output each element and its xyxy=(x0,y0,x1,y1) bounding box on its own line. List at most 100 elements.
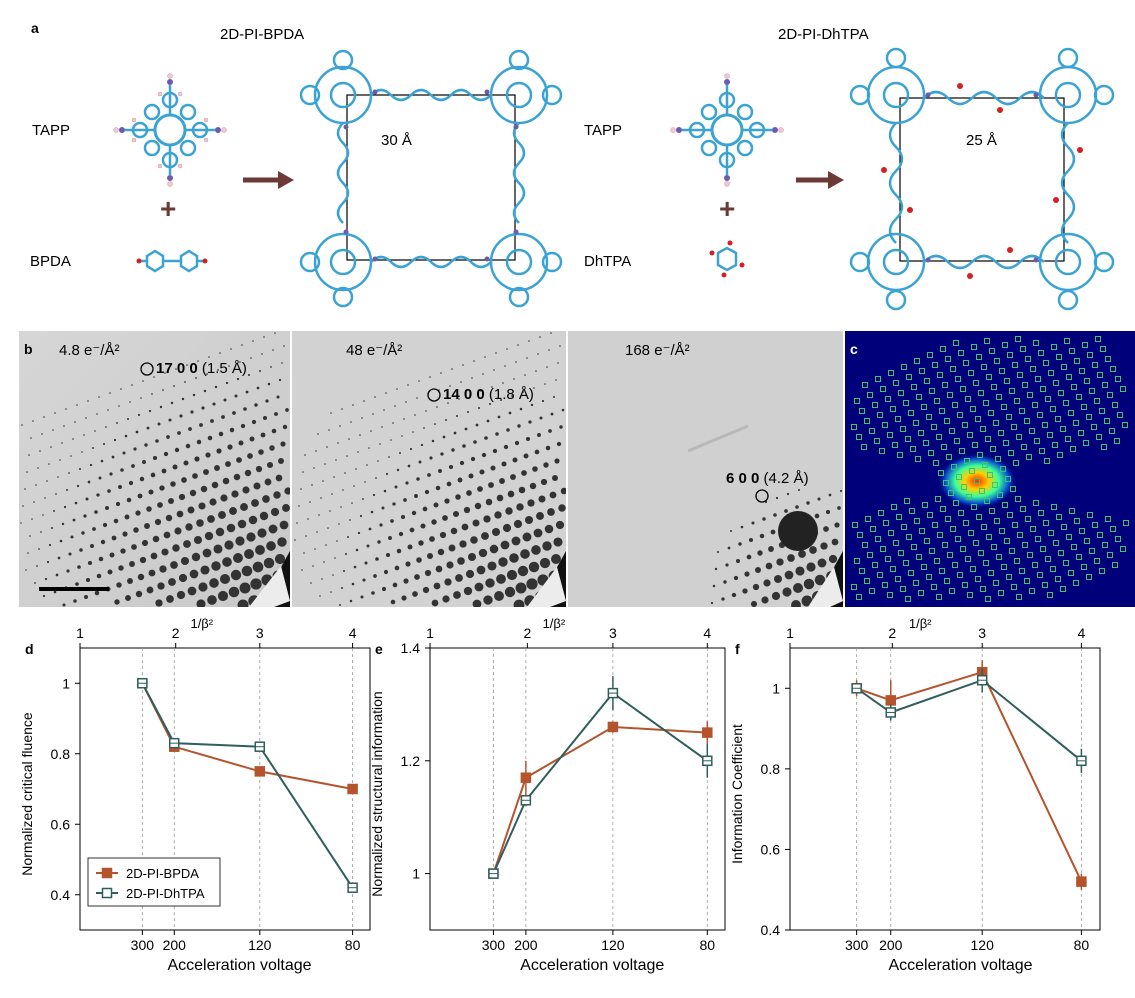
diffraction-spot xyxy=(144,443,148,447)
indexed-spot-box xyxy=(934,398,940,404)
diffraction-spot xyxy=(383,569,389,575)
diffraction-spot xyxy=(244,549,254,559)
indexed-spot-box xyxy=(1027,392,1033,398)
diffraction-spot xyxy=(225,381,229,385)
series-line xyxy=(492,725,708,874)
indexed-spot-box xyxy=(1008,450,1014,456)
diffraction-spot xyxy=(183,540,191,548)
diffraction-spot xyxy=(124,514,130,520)
indexed-spot-box xyxy=(1024,578,1030,584)
diffraction-spot xyxy=(784,570,794,580)
indexed-spot-box xyxy=(862,542,868,548)
diffraction-spot xyxy=(542,541,552,551)
diffraction-spot xyxy=(476,565,486,575)
diffraction-spot xyxy=(192,393,196,397)
diffraction-spot xyxy=(307,518,309,520)
diffraction-spot xyxy=(278,458,284,464)
indexed-spot-box xyxy=(1061,524,1067,530)
diffraction-spot xyxy=(172,464,178,470)
indexed-spot-box xyxy=(959,448,965,454)
diffraction-spot xyxy=(342,569,346,573)
x-tick-label: 200 xyxy=(879,937,903,953)
indexed-spot-box xyxy=(963,520,969,526)
diffraction-spot xyxy=(723,580,727,584)
title-2d-pi-bpda: 2D-PI-BPDA xyxy=(220,26,305,43)
diffraction-spot xyxy=(262,415,268,421)
indexed-spot-box xyxy=(993,580,999,586)
indexed-spot-box xyxy=(1055,416,1061,422)
indexed-spot-box xyxy=(1011,584,1017,590)
diffraction-spot xyxy=(492,448,498,454)
diffraction-spot xyxy=(483,595,493,605)
indexed-spot-box xyxy=(897,452,903,458)
top-tick-label: 3 xyxy=(256,625,264,641)
diffraction-spot xyxy=(750,600,758,607)
diffraction-spot xyxy=(237,519,247,529)
diffraction-spot xyxy=(535,370,537,372)
indexed-spot-box xyxy=(900,586,906,592)
diffraction-spot xyxy=(230,348,232,350)
indexed-spot-box xyxy=(869,588,875,594)
diffraction-spot xyxy=(317,433,319,435)
diffraction-spot xyxy=(507,490,515,498)
diffraction-spot xyxy=(394,485,398,489)
top-axis-label: 1/β² xyxy=(543,616,566,631)
indexed-spot-box xyxy=(924,378,930,384)
indexed-spot-box xyxy=(1019,408,1025,414)
indexed-spot-box xyxy=(1073,580,1079,586)
diffraction-spot xyxy=(280,441,286,447)
diffraction-spot xyxy=(155,439,159,443)
diffraction-spot xyxy=(277,537,287,547)
diffraction-spot xyxy=(53,510,55,512)
indexed-spot-box xyxy=(1066,374,1072,380)
diffraction-spot xyxy=(263,557,275,569)
indexed-spot-box xyxy=(947,392,953,398)
indexed-spot-box xyxy=(1047,592,1053,598)
diffraction-spot xyxy=(331,493,333,495)
indexed-spot-box xyxy=(1074,518,1080,524)
indexed-spot-box xyxy=(1030,526,1036,532)
indexed-spot-box xyxy=(1081,404,1087,410)
diffraction-spot xyxy=(347,536,349,538)
diffraction-spot xyxy=(146,426,150,430)
indexed-spot-box xyxy=(1064,338,1070,344)
diffraction-spot xyxy=(776,558,784,566)
panel-label-a: a xyxy=(31,20,39,36)
diffraction-spot xyxy=(227,444,233,450)
diffraction-spot xyxy=(536,512,544,520)
diffraction-spot xyxy=(405,481,409,485)
diffraction-spot xyxy=(385,472,389,476)
diffraction-spot xyxy=(481,532,489,540)
diffraction-spot xyxy=(76,484,80,488)
dhtpa-molecule xyxy=(709,240,745,278)
indexed-spot-box xyxy=(1010,486,1016,492)
diffraction-spot xyxy=(85,497,89,501)
diffraction-spot xyxy=(42,514,44,516)
indexed-spot-box xyxy=(952,402,958,408)
indexed-spot-box xyxy=(991,384,997,390)
diffraction-spot xyxy=(479,469,485,475)
indexed-spot-box xyxy=(939,408,945,414)
diffraction-spot xyxy=(333,476,335,478)
indexed-spot-box xyxy=(1071,384,1077,390)
diffraction-spot xyxy=(72,518,76,522)
pore-size-right: 25 Å xyxy=(966,132,997,149)
label-bpda: BPDA xyxy=(30,253,71,270)
indexed-spot-box xyxy=(1011,424,1017,430)
diffraction-spot xyxy=(105,506,109,510)
diffraction-spot xyxy=(359,514,363,518)
diffraction-spot xyxy=(256,386,260,390)
diffraction-spot xyxy=(363,400,365,402)
diffraction-spot xyxy=(411,510,417,516)
indexed-spot-box xyxy=(1057,452,1063,458)
diffraction-spot xyxy=(485,578,495,588)
diffraction-spot xyxy=(236,457,242,463)
diffraction-spot xyxy=(768,546,774,552)
diffraction-spot xyxy=(320,497,322,499)
diffraction-spot xyxy=(340,586,344,590)
diffraction-spot xyxy=(509,553,519,563)
indexed-spot-box xyxy=(880,386,886,392)
diffraction-spot xyxy=(264,478,272,486)
diffraction-spot xyxy=(201,406,205,410)
indexed-spot-box xyxy=(1056,514,1062,520)
